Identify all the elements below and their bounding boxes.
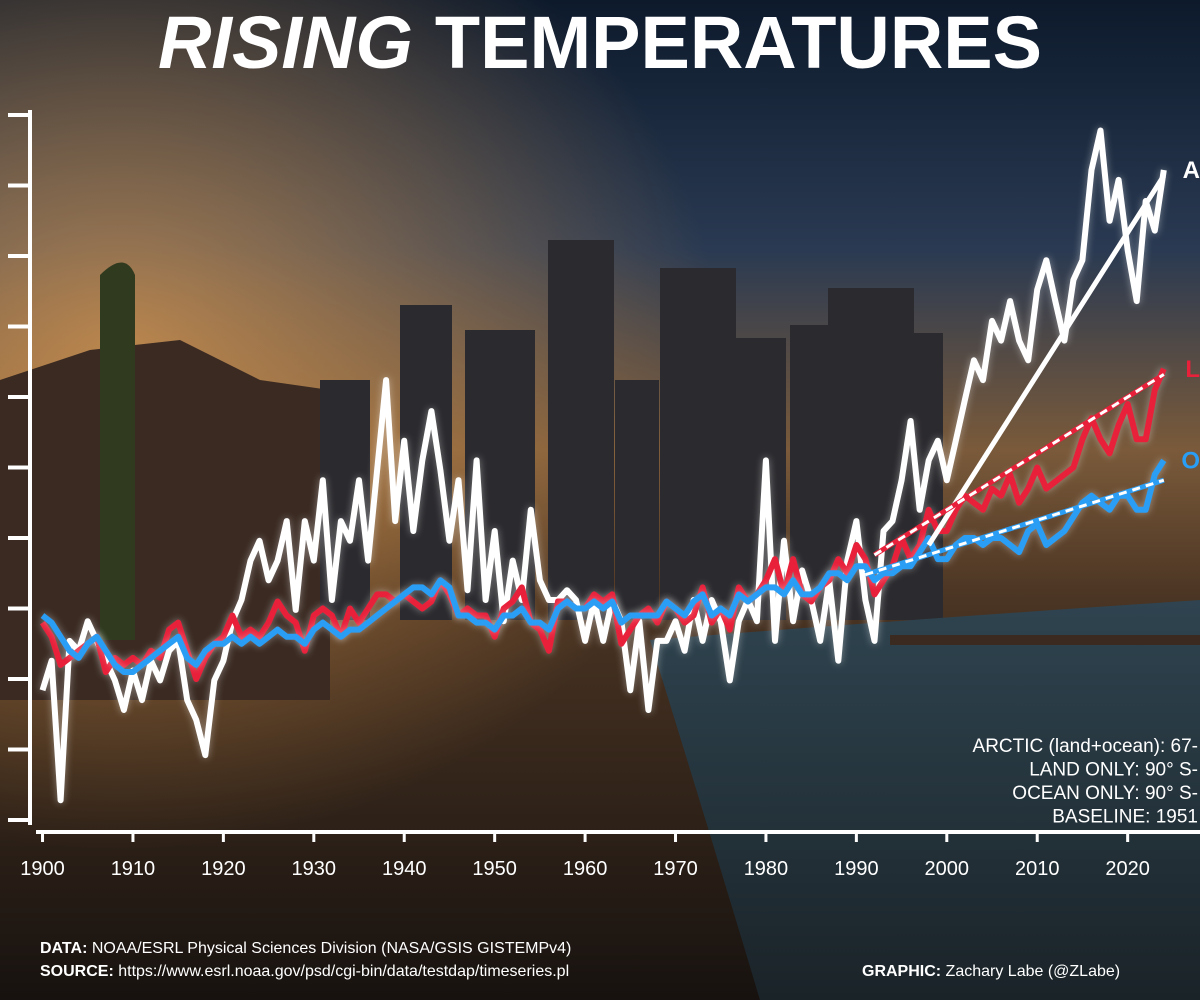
credit-text: https://www.esrl.noaa.gov/psd/cgi-bin/da… xyxy=(114,963,569,980)
sea xyxy=(650,600,1200,1000)
mountains xyxy=(0,340,330,700)
trend-dash xyxy=(864,478,1165,577)
x-tick-label: 1920 xyxy=(201,858,246,880)
credit: DATA: NOAA/ESRL Physical Sciences Divisi… xyxy=(40,940,571,957)
series-line xyxy=(39,127,1167,804)
chart-title: RISING TEMPERATURES xyxy=(158,1,1042,84)
x-tick-label: 1900 xyxy=(20,858,65,880)
series-label: O xyxy=(1181,447,1200,474)
trend-dash xyxy=(927,174,1166,546)
title-emphasis: RISING xyxy=(158,1,413,84)
x-tick-label: 2010 xyxy=(1015,858,1060,880)
x-tick-label: 1930 xyxy=(292,858,337,880)
x-tick-label: 2020 xyxy=(1105,858,1150,880)
annotation: ARCTIC (land+ocean): 67- xyxy=(973,736,1198,757)
trend-dash xyxy=(873,373,1165,557)
annotations: ARCTIC (land+ocean): 67- LAND ONLY: 90° S… xyxy=(973,736,1198,828)
x-tick-label: 1910 xyxy=(111,858,156,880)
credit: SOURCE: https://www.esrl.noaa.gov/psd/cg… xyxy=(40,963,569,980)
series-label: A xyxy=(1183,157,1200,184)
title-main: TEMPERATURES xyxy=(435,1,1042,84)
x-tick-label: 1970 xyxy=(653,858,698,880)
x-tick-label: 1990 xyxy=(834,858,879,880)
annotation: BASELINE: 1951 xyxy=(1052,807,1198,828)
series-label: L xyxy=(1185,356,1200,383)
credits: DATA: NOAA/ESRL Physical Sciences Divisi… xyxy=(40,940,1120,980)
credit-label: DATA: xyxy=(40,940,87,957)
x-tick-label: 1960 xyxy=(563,858,608,880)
credit-label: GRAPHIC: xyxy=(862,963,941,980)
annotation: OCEAN ONLY: 90° S- xyxy=(1012,783,1198,804)
x-tick-label: 1950 xyxy=(472,858,517,880)
cactus xyxy=(100,262,135,640)
plot: A L O xyxy=(39,127,1200,804)
annotation: LAND ONLY: 90° S- xyxy=(1029,760,1198,781)
x-tick-label: 1940 xyxy=(382,858,427,880)
credit-text: NOAA/ESRL Physical Sciences Division (NA… xyxy=(87,940,571,957)
credit: GRAPHIC: Zachary Labe (@ZLabe) xyxy=(862,963,1120,980)
pier xyxy=(890,635,1200,645)
credit-label: SOURCE: xyxy=(40,963,114,980)
x-tick-label: 1980 xyxy=(744,858,789,880)
credit-text: Zachary Labe (@ZLabe) xyxy=(941,963,1120,980)
x-tick-label: 2000 xyxy=(925,858,970,880)
series-line xyxy=(39,367,1167,682)
